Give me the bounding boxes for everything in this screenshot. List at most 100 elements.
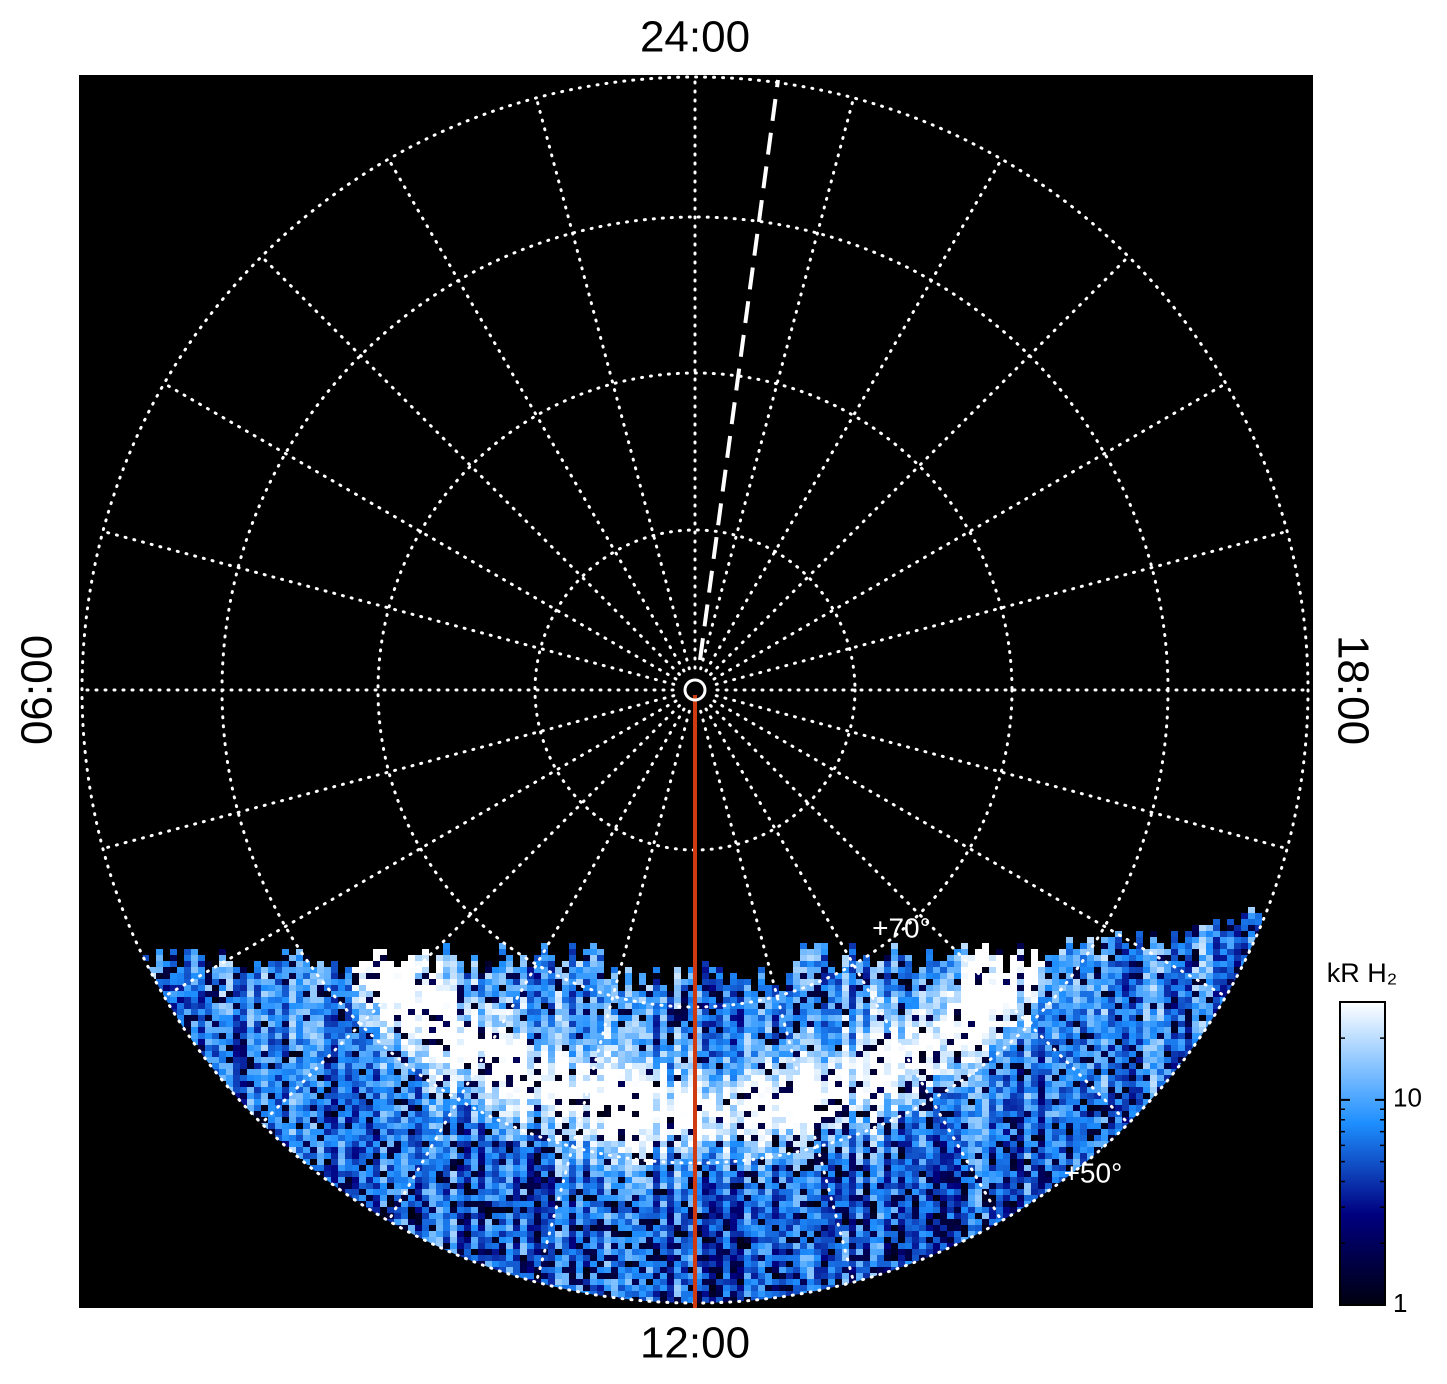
- aurora-pixel: [583, 1243, 590, 1249]
- aurora-pixel: [807, 967, 814, 973]
- aurora-pixel: [261, 1051, 268, 1057]
- aurora-pixel: [576, 1039, 583, 1045]
- aurora-pixel: [898, 1195, 905, 1201]
- aurora-pixel: [359, 961, 366, 967]
- aurora-pixel: [415, 979, 422, 985]
- aurora-pixel: [835, 1129, 842, 1135]
- aurora-pixel: [555, 1147, 562, 1153]
- aurora-pixel: [205, 1009, 212, 1015]
- aurora-pixel: [786, 1165, 793, 1171]
- aurora-pixel: [653, 1177, 660, 1183]
- aurora-pixel: [555, 1177, 562, 1183]
- aurora-pixel: [401, 1207, 408, 1213]
- aurora-pixel: [744, 1141, 751, 1147]
- aurora-pixel: [590, 1153, 597, 1159]
- aurora-pixel: [156, 979, 163, 985]
- aurora-pixel: [492, 1021, 499, 1027]
- aurora-pixel: [632, 1117, 639, 1123]
- aurora-pixel: [548, 1087, 555, 1093]
- aurora-pixel: [261, 1105, 268, 1111]
- aurora-pixel: [737, 1099, 744, 1105]
- aurora-pixel: [576, 967, 583, 973]
- aurora-pixel: [723, 1129, 730, 1135]
- aurora-pixel: [576, 1231, 583, 1237]
- aurora-pixel: [800, 1057, 807, 1063]
- aurora-pixel: [730, 1285, 737, 1291]
- aurora-pixel: [779, 1291, 786, 1297]
- aurora-pixel: [590, 985, 597, 991]
- aurora-pixel: [597, 1231, 604, 1237]
- aurora-pixel: [282, 985, 289, 991]
- aurora-pixel: [184, 1009, 191, 1015]
- aurora-pixel: [359, 1111, 366, 1117]
- aurora-pixel: [352, 1123, 359, 1129]
- aurora-pixel: [842, 1105, 849, 1111]
- aurora-pixel: [807, 1021, 814, 1027]
- aurora-pixel: [793, 1051, 800, 1057]
- aurora-pixel: [569, 1267, 576, 1273]
- aurora-pixel: [849, 1093, 856, 1099]
- aurora-pixel: [800, 1267, 807, 1273]
- aurora-pixel: [590, 973, 597, 979]
- aurora-pixel: [807, 1009, 814, 1015]
- aurora-pixel: [877, 1081, 884, 1087]
- aurora-pixel: [492, 1063, 499, 1069]
- aurora-pixel: [709, 1213, 716, 1219]
- aurora-pixel: [877, 961, 884, 967]
- aurora-pixel: [751, 1273, 758, 1279]
- aurora-pixel: [485, 961, 492, 967]
- aurora-pixel: [408, 1105, 415, 1111]
- aurora-pixel: [289, 1129, 296, 1135]
- aurora-pixel: [604, 1009, 611, 1015]
- aurora-pixel: [863, 1027, 870, 1033]
- aurora-pixel: [702, 1237, 709, 1243]
- aurora-pixel: [744, 1057, 751, 1063]
- aurora-pixel: [849, 1045, 856, 1051]
- aurora-pixel: [359, 1063, 366, 1069]
- aurora-pixel: [268, 973, 275, 979]
- aurora-pixel: [716, 991, 723, 997]
- aurora-pixel: [688, 1051, 695, 1057]
- aurora-pixel: [366, 1123, 373, 1129]
- aurora-pixel: [324, 1147, 331, 1153]
- aurora-pixel: [730, 1135, 737, 1141]
- aurora-pixel: [653, 1237, 660, 1243]
- aurora-pixel: [667, 1279, 674, 1285]
- aurora-pixel: [758, 1189, 765, 1195]
- aurora-pixel: [751, 1189, 758, 1195]
- aurora-pixel: [506, 1189, 513, 1195]
- aurora-pixel: [716, 997, 723, 1003]
- aurora-pixel: [429, 1117, 436, 1123]
- aurora-pixel: [646, 991, 653, 997]
- aurora-pixel: [520, 1033, 527, 1039]
- aurora-pixel: [786, 1279, 793, 1285]
- aurora-pixel: [366, 979, 373, 985]
- aurora-pixel: [786, 1261, 793, 1267]
- aurora-pixel: [443, 949, 450, 955]
- aurora-pixel: [849, 1111, 856, 1117]
- aurora-pixel: [520, 955, 527, 961]
- aurora-pixel: [814, 1285, 821, 1291]
- aurora-pixel: [702, 1027, 709, 1033]
- aurora-pixel: [415, 1213, 422, 1219]
- aurora-pixel: [352, 1117, 359, 1123]
- aurora-pixel: [905, 1249, 912, 1255]
- aurora-pixel: [674, 1099, 681, 1105]
- aurora-pixel: [527, 1189, 534, 1195]
- aurora-pixel: [898, 1255, 905, 1261]
- aurora-pixel: [821, 1027, 828, 1033]
- aurora-pixel: [730, 1267, 737, 1273]
- aurora-pixel: [814, 1111, 821, 1117]
- aurora-pixel: [499, 1177, 506, 1183]
- aurora-pixel: [408, 1189, 415, 1195]
- aurora-pixel: [338, 1141, 345, 1147]
- aurora-pixel: [394, 1219, 401, 1225]
- aurora-pixel: [611, 973, 618, 979]
- aurora-pixel: [576, 1021, 583, 1027]
- aurora-pixel: [737, 1087, 744, 1093]
- aurora-pixel: [905, 955, 912, 961]
- aurora-pixel: [667, 1045, 674, 1051]
- aurora-pixel: [639, 1237, 646, 1243]
- aurora-pixel: [639, 1225, 646, 1231]
- aurora-pixel: [485, 973, 492, 979]
